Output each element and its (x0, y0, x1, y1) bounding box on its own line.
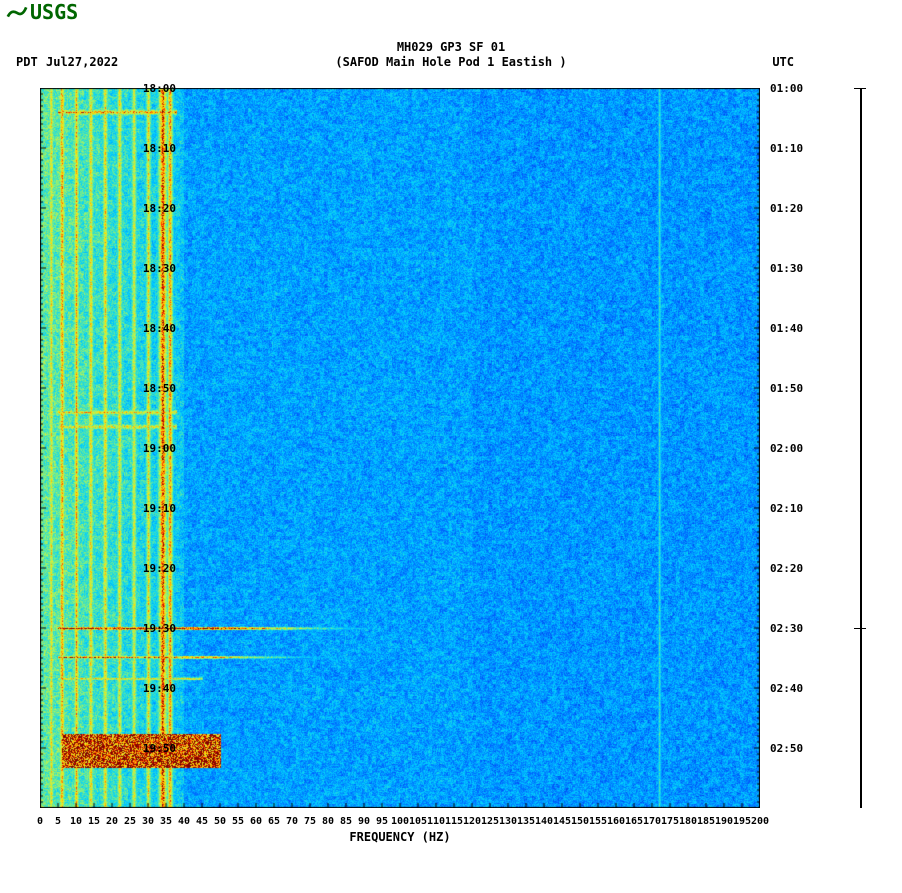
y-tick-left: 18:30 (143, 262, 176, 275)
x-tick: 100 (391, 816, 409, 827)
x-tick: 155 (589, 816, 607, 827)
x-tick: 180 (679, 816, 697, 827)
y-tick-right: 01:30 (770, 262, 803, 275)
usgs-logo: USGS (6, 0, 78, 24)
y-tick-left: 18:50 (143, 382, 176, 395)
x-tick: 95 (376, 816, 388, 827)
chart-subtitle: (SAFOD Main Hole Pod 1 Eastish ) (0, 55, 902, 69)
x-tick: 65 (268, 816, 280, 827)
x-tick: 70 (286, 816, 298, 827)
y-tick-left: 19:30 (143, 622, 176, 635)
x-tick: 0 (37, 816, 43, 827)
x-tick: 195 (733, 816, 751, 827)
x-tick: 15 (88, 816, 100, 827)
x-tick: 160 (607, 816, 625, 827)
x-tick: 90 (358, 816, 370, 827)
x-tick: 185 (697, 816, 715, 827)
x-tick: 145 (553, 816, 571, 827)
y-tick-left: 19:10 (143, 502, 176, 515)
y-tick-right: 01:10 (770, 142, 803, 155)
right-scale-bar (860, 88, 862, 808)
tz-left-label: PDT (16, 55, 38, 69)
y-tick-left: 18:40 (143, 322, 176, 335)
y-tick-right: 02:50 (770, 742, 803, 755)
x-tick: 60 (250, 816, 262, 827)
y-tick-left: 18:00 (143, 82, 176, 95)
x-tick: 30 (142, 816, 154, 827)
x-tick: 40 (178, 816, 190, 827)
x-tick: 80 (322, 816, 334, 827)
x-tick: 115 (445, 816, 463, 827)
x-tick: 130 (499, 816, 517, 827)
date-label: Jul27,2022 (46, 55, 118, 69)
tz-right-label: UTC (772, 55, 794, 69)
y-tick-right: 01:00 (770, 82, 803, 95)
x-tick: 140 (535, 816, 553, 827)
x-tick: 120 (463, 816, 481, 827)
y-tick-left: 19:00 (143, 442, 176, 455)
y-tick-right: 01:20 (770, 202, 803, 215)
x-tick: 175 (661, 816, 679, 827)
x-tick: 35 (160, 816, 172, 827)
y-tick-right: 02:00 (770, 442, 803, 455)
x-tick: 190 (715, 816, 733, 827)
y-tick-left: 19:40 (143, 682, 176, 695)
x-tick: 75 (304, 816, 316, 827)
x-tick: 55 (232, 816, 244, 827)
y-tick-left: 18:20 (143, 202, 176, 215)
x-tick: 170 (643, 816, 661, 827)
chart-title: MH029 GP3 SF 01 (0, 40, 902, 54)
x-tick: 85 (340, 816, 352, 827)
y-tick-right: 02:30 (770, 622, 803, 635)
x-tick: 200 (751, 816, 769, 827)
y-tick-right: 02:10 (770, 502, 803, 515)
x-tick: 50 (214, 816, 226, 827)
x-tick: 25 (124, 816, 136, 827)
x-tick: 165 (625, 816, 643, 827)
x-tick: 105 (409, 816, 427, 827)
x-tick: 20 (106, 816, 118, 827)
x-tick: 135 (517, 816, 535, 827)
y-tick-right: 01:40 (770, 322, 803, 335)
x-tick: 45 (196, 816, 208, 827)
y-tick-left: 18:10 (143, 142, 176, 155)
x-tick: 125 (481, 816, 499, 827)
y-tick-right: 01:50 (770, 382, 803, 395)
x-tick: 5 (55, 816, 61, 827)
y-tick-left: 19:50 (143, 742, 176, 755)
y-tick-right: 02:20 (770, 562, 803, 575)
x-tick: 150 (571, 816, 589, 827)
y-tick-left: 19:20 (143, 562, 176, 575)
x-tick: 110 (427, 816, 445, 827)
y-tick-right: 02:40 (770, 682, 803, 695)
logo-text: USGS (30, 0, 78, 24)
x-axis-label: FREQUENCY (HZ) (40, 830, 760, 844)
x-tick: 10 (70, 816, 82, 827)
